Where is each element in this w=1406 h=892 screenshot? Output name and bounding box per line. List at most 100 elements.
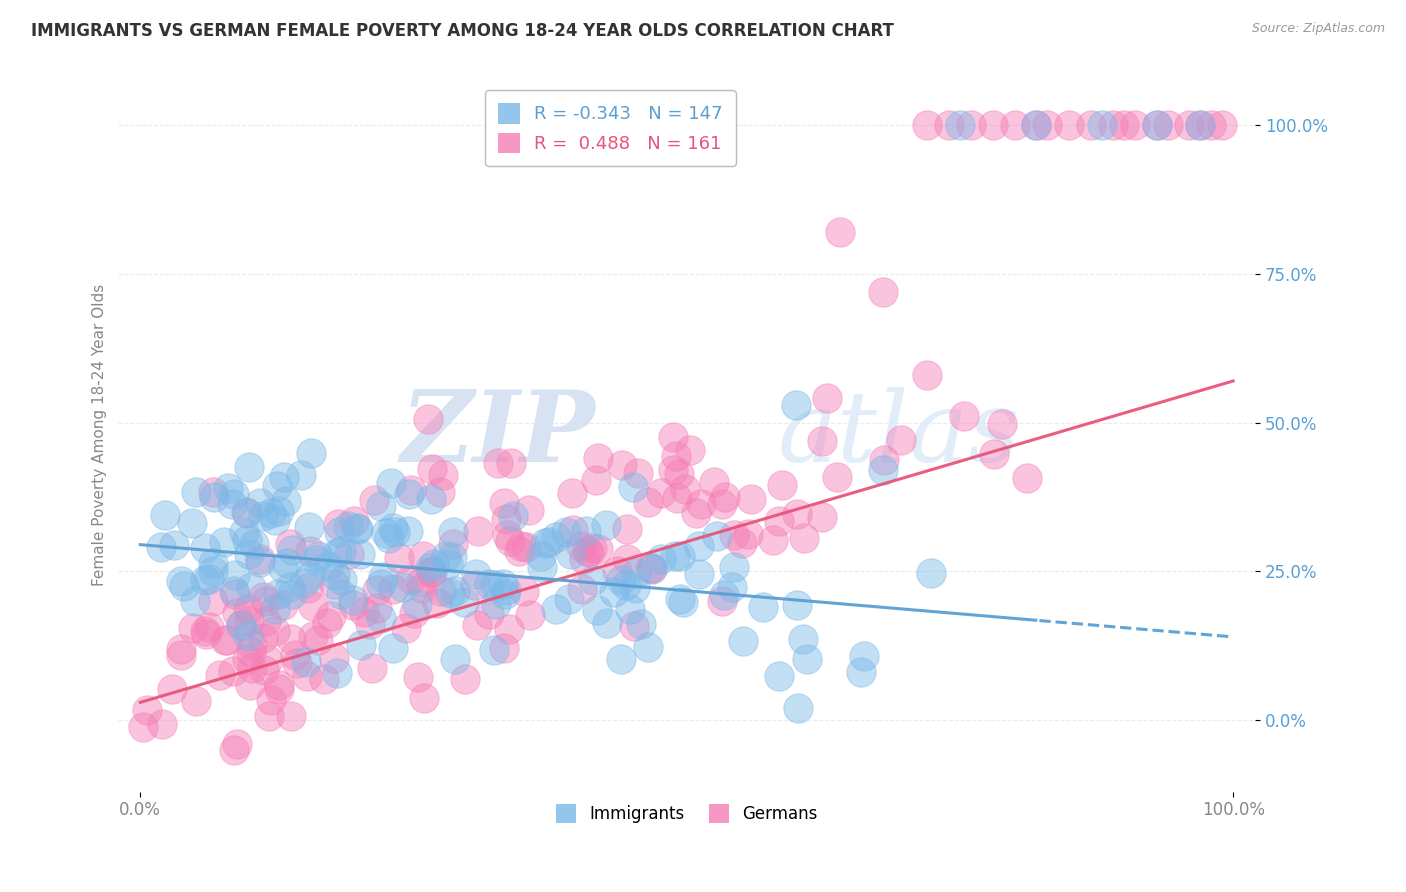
Point xyxy=(650,486,672,500)
Point xyxy=(731,634,754,648)
Point xyxy=(703,475,725,489)
Point xyxy=(796,652,818,666)
Point xyxy=(915,368,938,382)
Point xyxy=(429,485,451,500)
Point xyxy=(194,541,217,555)
Point xyxy=(281,543,304,558)
Point xyxy=(363,492,385,507)
Point xyxy=(222,583,245,598)
Point xyxy=(949,118,972,132)
Point xyxy=(184,485,207,500)
Point xyxy=(276,493,298,508)
Point xyxy=(271,560,294,574)
Point xyxy=(872,463,894,477)
Point xyxy=(271,599,294,613)
Point xyxy=(236,629,259,643)
Point xyxy=(623,619,645,633)
Point xyxy=(991,417,1014,432)
Point xyxy=(555,524,578,539)
Point xyxy=(302,599,325,613)
Point xyxy=(425,596,447,610)
Point xyxy=(610,652,633,666)
Point xyxy=(198,620,221,634)
Point xyxy=(260,506,283,520)
Point xyxy=(669,549,692,563)
Point xyxy=(1146,118,1168,132)
Point xyxy=(430,584,453,599)
Point xyxy=(1004,118,1026,132)
Point xyxy=(209,667,232,681)
Point xyxy=(150,717,173,731)
Point xyxy=(181,621,204,635)
Point xyxy=(920,566,942,580)
Point xyxy=(225,737,247,751)
Point xyxy=(249,555,271,569)
Point xyxy=(508,544,530,558)
Point xyxy=(650,551,672,566)
Point xyxy=(263,513,285,527)
Point xyxy=(266,479,288,493)
Point xyxy=(330,543,353,558)
Point xyxy=(184,694,207,708)
Point xyxy=(326,516,349,531)
Point xyxy=(416,412,439,426)
Point xyxy=(1189,118,1212,132)
Point xyxy=(432,468,454,483)
Point xyxy=(737,527,759,541)
Point xyxy=(811,434,834,448)
Point xyxy=(586,450,609,465)
Point xyxy=(222,743,245,757)
Point xyxy=(1057,118,1080,132)
Point xyxy=(623,581,645,595)
Point xyxy=(366,601,388,615)
Point xyxy=(720,580,742,594)
Point xyxy=(1036,118,1059,132)
Point xyxy=(298,520,321,534)
Point xyxy=(572,551,595,566)
Point xyxy=(224,568,246,582)
Point xyxy=(915,118,938,132)
Point xyxy=(381,582,404,596)
Point xyxy=(785,398,807,412)
Point xyxy=(399,483,422,498)
Point xyxy=(411,574,433,589)
Point xyxy=(398,487,420,501)
Point xyxy=(224,587,246,601)
Point xyxy=(240,638,263,652)
Point xyxy=(260,692,283,706)
Point xyxy=(585,474,607,488)
Point xyxy=(297,669,319,683)
Point xyxy=(297,581,319,595)
Point xyxy=(349,547,371,561)
Point xyxy=(169,641,191,656)
Point xyxy=(710,497,733,511)
Point xyxy=(519,607,541,622)
Point xyxy=(454,672,477,686)
Point xyxy=(853,649,876,664)
Point xyxy=(486,456,509,470)
Point xyxy=(153,508,176,523)
Text: atlas: atlas xyxy=(778,387,1021,483)
Point xyxy=(484,597,506,611)
Point xyxy=(560,547,582,561)
Point xyxy=(586,603,609,617)
Point xyxy=(243,537,266,551)
Point xyxy=(257,708,280,723)
Point xyxy=(420,462,443,476)
Point xyxy=(194,624,217,638)
Point xyxy=(420,491,443,506)
Point xyxy=(292,575,315,590)
Point xyxy=(953,409,976,423)
Point xyxy=(280,587,302,601)
Point xyxy=(236,652,259,666)
Point xyxy=(576,543,599,558)
Point xyxy=(467,524,489,538)
Point xyxy=(402,607,425,621)
Point xyxy=(236,533,259,547)
Point xyxy=(307,632,329,647)
Point xyxy=(249,551,271,566)
Point xyxy=(229,617,252,632)
Point xyxy=(342,599,364,613)
Point xyxy=(226,606,249,620)
Point xyxy=(170,574,193,588)
